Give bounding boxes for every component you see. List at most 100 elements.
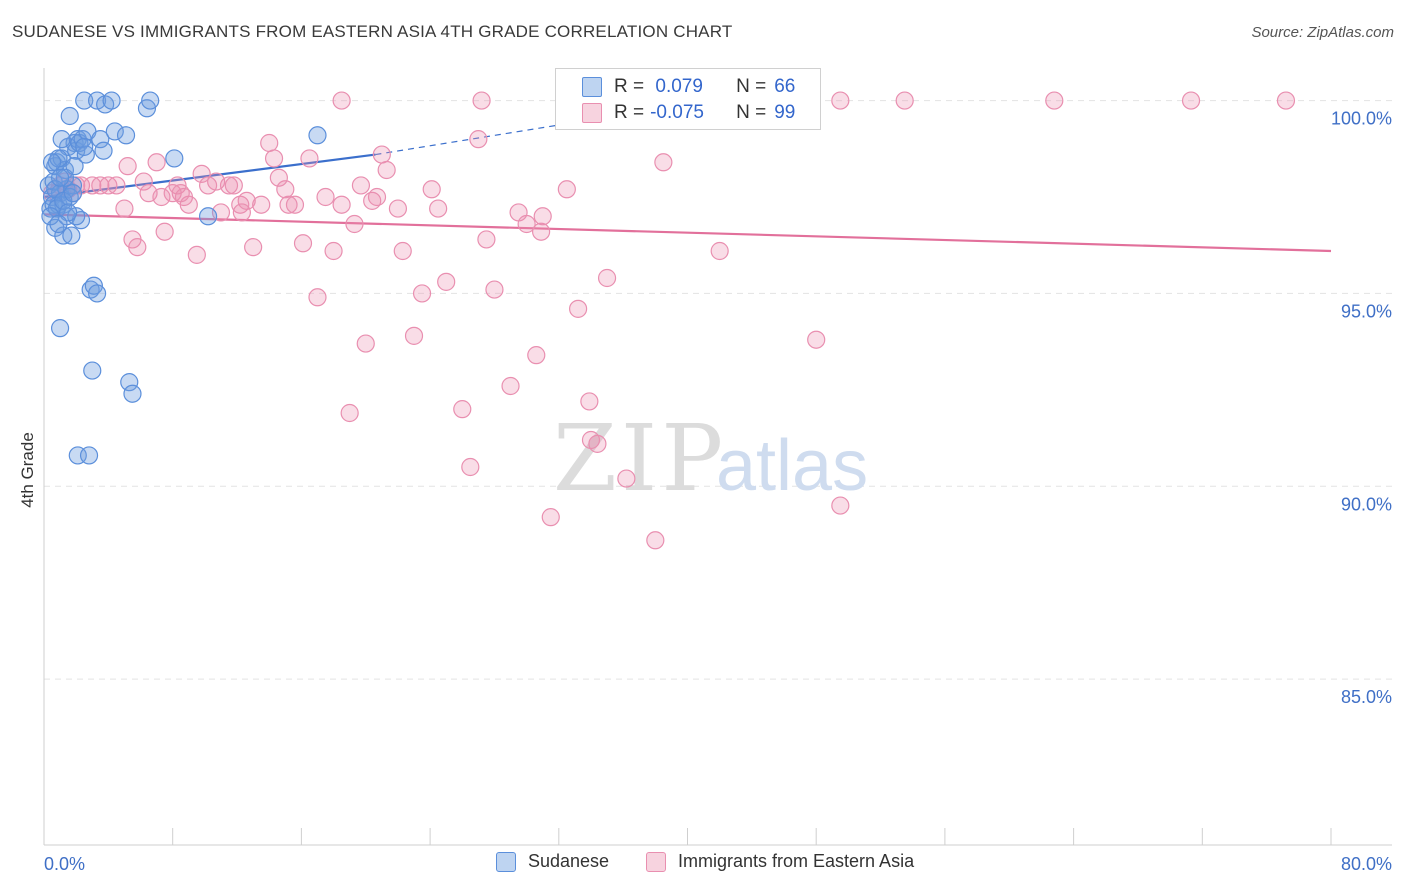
eastern-asia-point: [646, 531, 665, 550]
sudanese-point: [141, 91, 160, 110]
sudanese-point: [116, 126, 136, 145]
sudanese-point: [76, 145, 95, 164]
eastern-asia-point: [1181, 91, 1201, 110]
eastern-asia-point: [219, 176, 239, 195]
watermark-zip: ZIP: [553, 405, 727, 512]
chart-title: SUDANESE VS IMMIGRANTS FROM EASTERN ASIA…: [12, 22, 733, 41]
eastern-asia-point: [461, 457, 480, 477]
eastern-asia-point: [252, 195, 271, 214]
legend-label: Sudanese: [528, 851, 610, 871]
eastern-asia-point: [472, 91, 491, 110]
sudanese-point: [75, 137, 94, 156]
sudanese-point: [123, 384, 142, 403]
eastern-asia-point: [831, 91, 850, 110]
sudanese-point: [52, 130, 71, 149]
eastern-asia-point: [332, 195, 351, 214]
eastern-asia-point: [533, 207, 552, 226]
axes: [43, 68, 1392, 846]
stats-row-eastern-asia: R = -0.075 N = 99: [556, 101, 795, 125]
sudanese-point: [120, 373, 139, 392]
x-tick-label: 80.0%: [1341, 854, 1392, 874]
eastern-asia-point: [895, 91, 914, 110]
watermark-atlas: atlas: [716, 426, 868, 506]
eastern-asia-point: [345, 214, 364, 234]
eastern-asia-point: [237, 191, 256, 210]
eastern-asia-point: [429, 199, 448, 218]
eastern-asia-point: [351, 176, 371, 195]
eastern-asia-point: [279, 195, 298, 214]
eastern-asia-swatch: [582, 103, 602, 123]
eastern-asia-point: [155, 222, 174, 241]
gridlines: [44, 100, 1392, 680]
eastern-asia-point: [393, 241, 412, 261]
eastern-asia-point: [588, 434, 607, 453]
eastern-asia-point: [453, 400, 472, 419]
y-tick-label: 95.0%: [1341, 301, 1392, 321]
sudanese-point: [165, 149, 184, 168]
sudanese-swatch: [582, 77, 602, 97]
sudanese-point: [50, 319, 70, 338]
n-label: N =: [736, 102, 767, 123]
eastern-asia-point: [654, 153, 673, 172]
eastern-asia-point: [356, 334, 375, 353]
sudanese-point: [50, 168, 70, 187]
eastern-asia-point: [485, 280, 504, 299]
eastern-asia-point: [807, 330, 826, 349]
eastern-asia-point: [477, 230, 496, 249]
r-label: R =: [614, 76, 645, 97]
sudanese-legend-swatch: [496, 851, 516, 872]
eastern-asia-trend-line: [43, 213, 1332, 253]
legend-label: Immigrants from Eastern Asia: [678, 851, 915, 871]
eastern-asia-point: [332, 91, 351, 110]
eastern-asia-point: [1045, 91, 1064, 110]
legend-item-eastern-asia[interactable]: Immigrants from Eastern Asia: [646, 851, 914, 872]
eastern-asia-point: [404, 326, 424, 345]
sudanese-point: [42, 153, 62, 172]
eastern-asia-point: [260, 133, 279, 153]
eastern-asia-point: [597, 268, 617, 288]
eastern-asia-point: [300, 149, 319, 168]
eastern-asia-point: [1276, 91, 1296, 110]
watermark: ZIP atlas: [553, 405, 868, 512]
legend-item-sudanese[interactable]: Sudanese: [496, 851, 609, 872]
n-value: 99: [774, 102, 796, 123]
eastern-asia-point: [340, 403, 359, 423]
x-tick-label: 0.0%: [44, 854, 85, 874]
sudanese-point: [87, 284, 107, 303]
eastern-asia-point: [422, 180, 441, 199]
eastern-asia-point: [517, 214, 536, 234]
sudanese-point: [75, 91, 94, 110]
eastern-asia-point: [293, 234, 313, 253]
eastern-asia-point: [192, 164, 211, 183]
eastern-asia-legend-swatch: [646, 851, 666, 872]
sudanese-point: [79, 446, 99, 465]
eastern-asia-point: [171, 184, 190, 203]
eastern-asia-point: [152, 187, 171, 207]
eastern-asia-point: [134, 172, 153, 191]
sudanese-point: [198, 207, 218, 226]
eastern-asia-point: [187, 245, 206, 264]
sudanese-point: [54, 191, 73, 210]
eastern-asia-point: [244, 238, 263, 257]
eastern-asia-point: [232, 203, 251, 222]
eastern-asia-point: [557, 180, 576, 199]
eastern-asia-point: [831, 496, 850, 515]
source-label: Source: ZipAtlas.com: [1251, 24, 1394, 41]
sudanese-point: [105, 122, 124, 141]
eastern-asia-point: [324, 241, 343, 261]
eastern-asia-point: [501, 376, 520, 396]
y-tick-labels: 85.0% 90.0% 95.0% 100.0%: [1331, 109, 1392, 708]
series-legend: Sudanese Immigrants from Eastern Asia: [0, 851, 1406, 877]
eastern-asia-point: [710, 241, 729, 261]
sudanese-point: [91, 130, 110, 149]
eastern-asia-point: [388, 199, 408, 218]
eastern-asia-point: [541, 508, 560, 527]
r-label: R =: [614, 102, 645, 123]
eastern-asia-point: [316, 187, 335, 207]
eastern-asia-point: [118, 157, 137, 176]
eastern-asia-point: [128, 238, 147, 257]
eastern-asia-point: [532, 222, 551, 241]
y-tick-label: 90.0%: [1341, 494, 1392, 514]
x-tick-labels: 0.0% 80.0%: [44, 854, 1392, 874]
eastern-asia-point: [437, 272, 456, 291]
